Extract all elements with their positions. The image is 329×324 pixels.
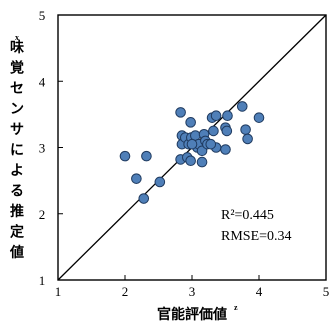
data-point (185, 155, 196, 167)
data-point (131, 173, 142, 184)
data-point (253, 112, 265, 123)
x-tick-label: 1 (55, 284, 62, 299)
y-tick-label: 3 (39, 141, 46, 156)
data-point (138, 193, 150, 204)
y-tick-label: 4 (39, 74, 46, 89)
data-point (208, 125, 219, 137)
data-point (242, 133, 253, 145)
y-axis-title-char: 推 (10, 203, 24, 220)
y-axis-title-char: 定 (10, 224, 24, 241)
y-tick-label: 2 (39, 207, 46, 222)
data-point (196, 156, 208, 168)
data-point (210, 110, 222, 121)
y-axis-title-char: よ (10, 163, 24, 179)
y-tick-label: 5 (39, 8, 46, 23)
data-point (186, 138, 198, 150)
data-point (236, 101, 248, 112)
r-squared-annotation: R²=0.445 (221, 208, 274, 223)
y-axis-title-superscript: x (15, 33, 19, 42)
y-axis-title-char: る (10, 184, 24, 200)
x-tick-label: 5 (323, 284, 329, 299)
data-point (185, 117, 196, 128)
y-axis-title-char: サ (10, 122, 24, 138)
x-axis-title-superscript: z (234, 303, 238, 312)
x-tick-label: 2 (122, 284, 129, 299)
x-axis-title: 官能評価値 (157, 306, 227, 323)
rmse-annotation: RMSE=0.34 (221, 229, 292, 244)
y-tick-label: 1 (39, 273, 46, 288)
y-axis-title-char: ン (10, 102, 24, 118)
y-axis-title-char: 値 (9, 244, 24, 261)
data-point (240, 124, 251, 135)
data-point (141, 150, 152, 162)
y-axis-title-char: 味 (10, 40, 24, 56)
data-point (175, 107, 186, 118)
data-point (221, 125, 233, 137)
plot-area: 1 2 3 4 5 1 2 3 4 5 (39, 8, 329, 299)
data-point (222, 110, 233, 121)
x-tick-label: 4 (256, 284, 263, 299)
y-axis-title-char: セ (10, 81, 24, 97)
y-axis-title-char: 覚 (10, 60, 24, 77)
data-point (220, 144, 231, 155)
x-tick-label: 3 (189, 284, 196, 299)
data-point (205, 138, 217, 150)
data-point (154, 176, 166, 188)
y-axis-title-char: に (10, 143, 24, 159)
data-point (119, 150, 131, 162)
